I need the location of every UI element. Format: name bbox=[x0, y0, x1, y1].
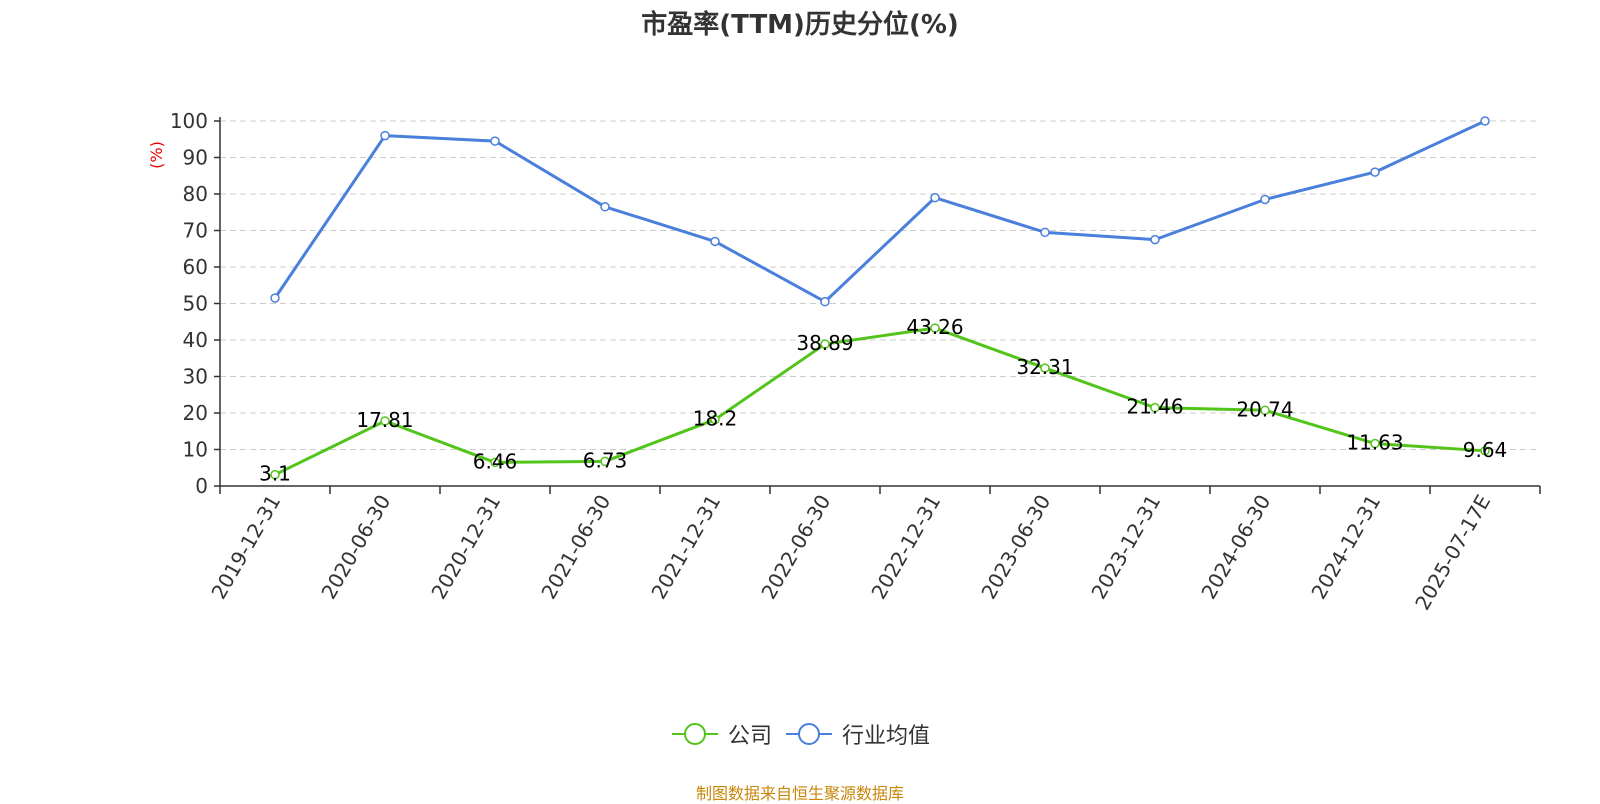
legend-item[interactable]: 行业均值 bbox=[784, 718, 930, 750]
series-line-0 bbox=[274, 326, 1486, 477]
series-line-1 bbox=[273, 119, 1486, 304]
series-lines bbox=[270, 116, 1490, 480]
data-point bbox=[930, 323, 940, 333]
y-tick-label: 100 bbox=[170, 109, 208, 133]
data-point bbox=[1040, 227, 1050, 238]
data-point bbox=[820, 296, 830, 307]
data-point bbox=[270, 293, 280, 303]
data-point bbox=[490, 457, 500, 468]
x-tick-label: 2024-12-31 bbox=[1306, 491, 1385, 604]
x-tick-label: 2020-12-31 bbox=[426, 491, 505, 604]
x-tick-label: 2021-12-31 bbox=[646, 491, 725, 604]
data-point bbox=[710, 236, 720, 247]
x-tick-label: 2025-07-17E bbox=[1410, 491, 1495, 615]
data-label: 3.1 bbox=[259, 462, 291, 486]
data-labels: 3.1 17.81 6.46 6.73 18.2 38.89 43.26 32.31 21.46… bbox=[259, 315, 1507, 486]
x-tick-label: 2022-12-31 bbox=[866, 491, 945, 604]
data-label: 11.63 bbox=[1346, 431, 1403, 455]
data-point bbox=[820, 339, 830, 349]
y-tick-label: 60 bbox=[183, 255, 208, 279]
data-point bbox=[1480, 446, 1490, 456]
x-tick-label: 2021-06-30 bbox=[536, 491, 615, 604]
data-point bbox=[710, 414, 720, 425]
source-note: 制图数据来自恒生聚源数据库 bbox=[695, 784, 904, 803]
data-point bbox=[600, 456, 610, 467]
data-point bbox=[380, 130, 390, 141]
data-label: 9.64 bbox=[1463, 438, 1508, 462]
data-point bbox=[270, 469, 280, 480]
data-point bbox=[490, 136, 500, 146]
data-label: 6.46 bbox=[473, 449, 518, 473]
legend-line-circle-icon bbox=[786, 723, 832, 745]
data-label: 38.89 bbox=[796, 331, 853, 355]
legend-item[interactable]: 公司 bbox=[670, 718, 772, 750]
data-point bbox=[1370, 438, 1380, 449]
data-point bbox=[1260, 194, 1270, 205]
x-tick-label: 2020-06-30 bbox=[316, 491, 395, 604]
x-tick-label: 2019-12-31 bbox=[206, 491, 285, 604]
legend-label: 公司 bbox=[727, 724, 772, 749]
data-label: 20.74 bbox=[1236, 397, 1293, 421]
data-point bbox=[1150, 402, 1160, 413]
legend: 公司 行业均值 bbox=[0, 718, 1600, 753]
data-point bbox=[1260, 405, 1270, 416]
x-tick-label: 2023-12-31 bbox=[1086, 491, 1165, 604]
y-tick-label: 50 bbox=[183, 292, 208, 316]
data-point bbox=[380, 416, 390, 426]
data-point bbox=[1040, 363, 1050, 373]
grid-lines bbox=[220, 120, 1540, 450]
axes: 0 10 20 30 40 50 60 70 80 90 100(%) 2019-12-31 2020-… bbox=[147, 109, 1541, 615]
y-tick-label: 70 bbox=[183, 219, 208, 243]
data-label: 21.46 bbox=[1126, 395, 1183, 419]
legend-line-circle-icon bbox=[671, 723, 718, 745]
data-point bbox=[930, 192, 940, 203]
legend-swatch-circle bbox=[798, 723, 820, 745]
y-axis-label: (%) bbox=[147, 141, 166, 169]
y-tick-label: 10 bbox=[183, 438, 208, 462]
y-tick-label: 20 bbox=[183, 401, 208, 425]
data-label: 32.31 bbox=[1016, 355, 1073, 379]
data-label: 18.2 bbox=[693, 407, 738, 431]
y-tick-label: 40 bbox=[183, 328, 208, 352]
data-point bbox=[1150, 234, 1160, 245]
data-label: 6.73 bbox=[583, 448, 628, 472]
legend-label: 行业均值 bbox=[842, 724, 931, 749]
y-tick-label: 0 bbox=[195, 474, 208, 498]
data-label: 43.26 bbox=[906, 315, 963, 339]
data-point bbox=[600, 202, 610, 212]
x-tick-label: 2023-06-30 bbox=[976, 491, 1055, 604]
data-point bbox=[1370, 167, 1380, 177]
y-tick-label: 30 bbox=[183, 365, 208, 389]
y-tick-label: 90 bbox=[183, 146, 208, 170]
x-tick-label: 2024-06-30 bbox=[1196, 491, 1275, 604]
chart-title: 市盈率(TTM)历史分位(%) bbox=[641, 10, 959, 40]
data-label: 17.81 bbox=[356, 408, 413, 432]
legend-swatch-circle bbox=[683, 723, 706, 745]
data-point bbox=[1480, 116, 1490, 126]
y-tick-label: 80 bbox=[183, 182, 208, 206]
x-tick-label: 2022-06-30 bbox=[756, 491, 835, 604]
